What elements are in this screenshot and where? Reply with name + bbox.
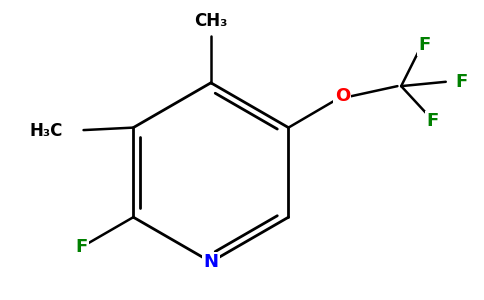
Text: F: F: [419, 36, 431, 54]
Text: F: F: [76, 238, 88, 256]
Text: F: F: [427, 112, 439, 130]
Text: CH₃: CH₃: [194, 12, 227, 30]
Text: O: O: [335, 88, 350, 106]
Text: F: F: [456, 73, 468, 91]
Text: H₃C: H₃C: [29, 122, 62, 140]
Text: N: N: [203, 253, 218, 271]
